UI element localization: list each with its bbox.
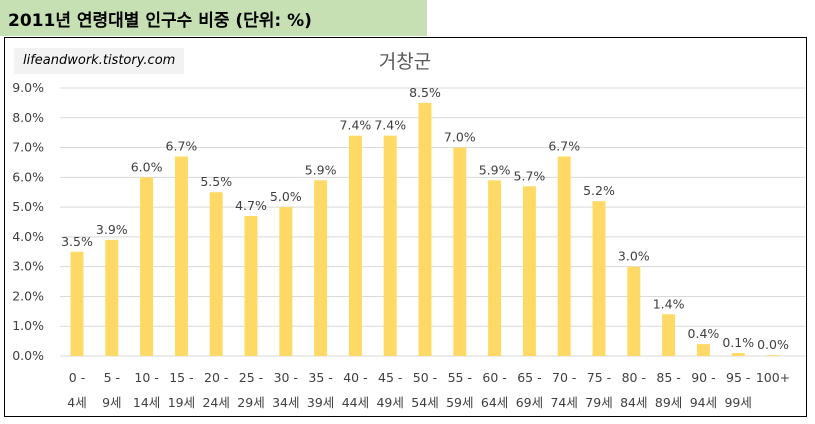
bar	[627, 266, 641, 356]
y-tick-label: 7.0%	[12, 140, 44, 155]
data-label: 3.0%	[618, 249, 650, 264]
x-tick-label: 34세	[272, 395, 299, 410]
y-tick-label: 3.0%	[12, 259, 44, 274]
x-tick-label: 59세	[446, 395, 473, 410]
y-tick-label: 2.0%	[12, 288, 44, 303]
chart-title: 거창군	[379, 51, 431, 73]
y-tick-label: 5.0%	[12, 199, 44, 214]
x-tick-label: 84세	[620, 395, 647, 410]
x-tick-label: 10 -	[134, 370, 158, 385]
y-tick-label: 1.0%	[12, 318, 44, 333]
bar	[557, 156, 571, 356]
x-tick-label: 74세	[550, 395, 577, 410]
data-label: 7.0%	[444, 130, 476, 145]
data-label: 5.9%	[305, 162, 337, 177]
bar	[592, 201, 606, 356]
x-tick-label: 94세	[690, 395, 717, 410]
data-label: 3.9%	[96, 222, 128, 237]
x-tick-label: 25 -	[239, 370, 263, 385]
x-tick-label: 35 -	[308, 370, 332, 385]
x-tick-label: 80 -	[622, 370, 646, 385]
x-tick-label: 29세	[237, 395, 264, 410]
bar	[348, 135, 362, 356]
bar	[731, 353, 745, 356]
data-label: 3.5%	[61, 234, 93, 249]
bar	[766, 355, 780, 356]
bar	[453, 147, 467, 356]
x-tick-label: 5 -	[104, 370, 120, 385]
x-tick-label: 20 -	[204, 370, 228, 385]
data-label: 0.0%	[757, 337, 789, 352]
data-label: 6.7%	[166, 138, 198, 153]
data-label: 7.4%	[340, 118, 372, 133]
x-tick-label: 30 -	[274, 370, 298, 385]
x-tick-label: 99세	[724, 395, 751, 410]
bar	[662, 314, 676, 356]
data-label: 5.5%	[200, 174, 232, 189]
bar	[314, 180, 328, 356]
bar	[174, 156, 188, 356]
x-tick-label: 89세	[655, 395, 682, 410]
x-tick-label: 69세	[516, 395, 543, 410]
x-tick-label: 70 -	[552, 370, 576, 385]
x-tick-label: 95 -	[726, 370, 750, 385]
bar	[105, 239, 119, 356]
bar	[279, 207, 293, 356]
bar	[140, 177, 154, 356]
data-label: 5.2%	[583, 183, 615, 198]
y-tick-label: 4.0%	[12, 229, 44, 244]
data-label: 6.0%	[131, 159, 163, 174]
y-tick-label: 8.0%	[12, 110, 44, 125]
data-label: 6.7%	[548, 138, 580, 153]
data-label: 1.4%	[653, 296, 685, 311]
x-tick-label: 24세	[202, 395, 229, 410]
y-tick-label: 6.0%	[12, 169, 44, 184]
x-tick-label: 85 -	[656, 370, 680, 385]
data-label: 5.7%	[514, 168, 546, 183]
x-tick-label: 0 -	[69, 370, 85, 385]
data-label: 7.4%	[374, 118, 406, 133]
x-tick-label: 19세	[168, 395, 195, 410]
bar	[244, 216, 258, 356]
x-tick-label: 40 -	[343, 370, 367, 385]
bar	[70, 251, 84, 356]
data-label: 5.9%	[479, 162, 511, 177]
header-banner: 2011년 연령대별 인구수 비중 (단위: %)	[0, 0, 427, 36]
y-tick-label: 0.0%	[12, 348, 44, 363]
x-tick-label: 50 -	[413, 370, 437, 385]
data-label: 4.7%	[235, 198, 267, 213]
x-tick-label: 49세	[376, 395, 403, 410]
bar	[418, 102, 432, 356]
x-tick-label: 90 -	[691, 370, 715, 385]
x-tick-label: 9세	[102, 395, 121, 410]
x-tick-label: 4세	[67, 395, 86, 410]
bar	[522, 186, 536, 356]
x-tick-label: 64세	[481, 395, 508, 410]
bar	[209, 192, 223, 356]
x-tick-label: 15 -	[169, 370, 193, 385]
data-label: 0.4%	[688, 326, 720, 341]
data-label: 0.1%	[722, 335, 754, 350]
bar	[383, 135, 397, 356]
x-tick-label: 60 -	[482, 370, 506, 385]
x-tick-label: 100+	[756, 370, 790, 385]
x-tick-label: 45 -	[378, 370, 402, 385]
x-tick-label: 79세	[585, 395, 612, 410]
x-tick-label: 14세	[133, 395, 160, 410]
x-tick-label: 44세	[342, 395, 369, 410]
x-tick-label: 55 -	[448, 370, 472, 385]
bar	[696, 344, 710, 356]
data-label: 8.5%	[409, 85, 441, 100]
data-label: 5.0%	[270, 189, 302, 204]
y-tick-label: 9.0%	[12, 80, 44, 95]
x-tick-label: 65 -	[517, 370, 541, 385]
header-title: 2011년 연령대별 인구수 비중 (단위: %)	[8, 11, 312, 31]
x-tick-label: 39세	[307, 395, 334, 410]
x-tick-label: 75 -	[587, 370, 611, 385]
watermark: lifeandwork.tistory.com	[14, 48, 184, 74]
watermark-text: lifeandwork.tistory.com	[23, 53, 176, 68]
x-tick-label: 54세	[411, 395, 438, 410]
bar	[488, 180, 502, 356]
